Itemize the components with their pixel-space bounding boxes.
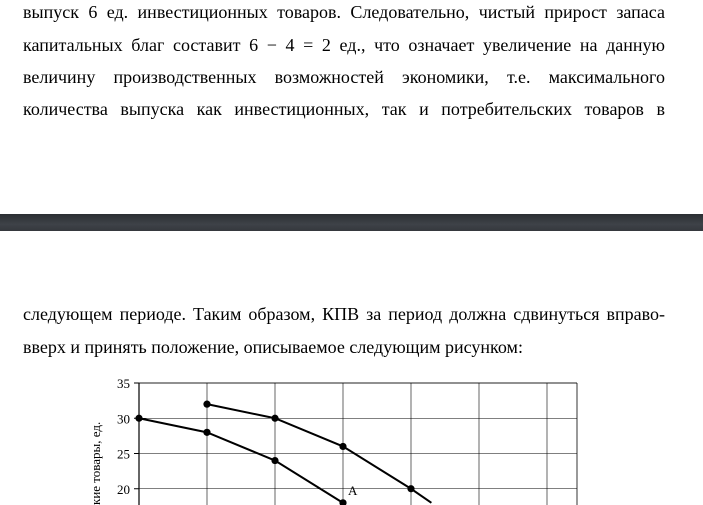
text-line: следующем периоде. Таким образом, КПВ за… — [23, 304, 665, 324]
text-line: капитальных благ составит 6 − 4 = 2 ед.,… — [23, 35, 665, 55]
data-point — [135, 414, 143, 422]
y-tick-label: 20 — [117, 482, 130, 497]
text-line: вверх и принять положение, описываемое с… — [23, 337, 523, 357]
text-line: величину производственных возможностей э… — [23, 67, 665, 87]
data-point — [271, 414, 279, 422]
text-line: выпуск 6 ед. инвестиционных товаров. Сле… — [23, 2, 665, 22]
data-point — [339, 442, 347, 451]
text-line: количества выпуска как инвестиционных, т… — [23, 99, 665, 119]
data-point — [203, 428, 211, 436]
ppf-line-1 — [138, 417, 344, 504]
data-point — [339, 499, 347, 505]
y-tick-label: 35 — [117, 376, 130, 391]
page-break-divider — [0, 214, 703, 231]
data-point — [407, 485, 415, 493]
data-point — [271, 456, 279, 465]
y-tick-label: 25 — [117, 447, 130, 462]
data-point — [203, 400, 211, 408]
y-tick-label: 30 — [117, 411, 130, 426]
point-label-a: A — [348, 483, 358, 498]
